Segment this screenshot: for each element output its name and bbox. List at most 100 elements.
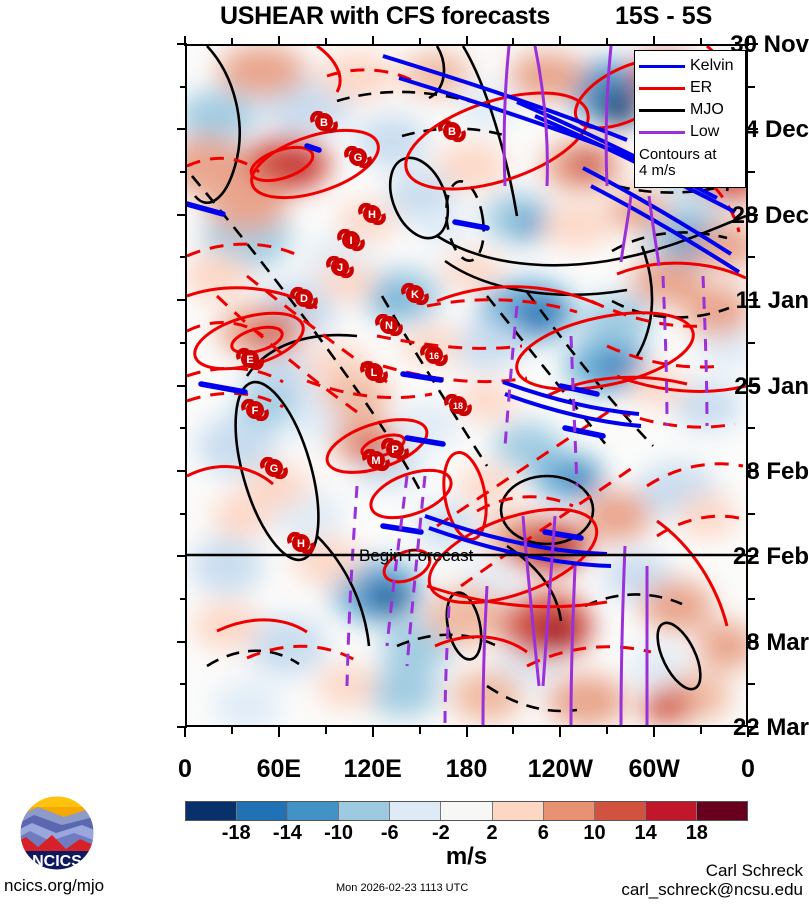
- x-axis-tick-top: [747, 36, 749, 46]
- legend-label-low: Low: [690, 123, 720, 140]
- y-axis-tick: [177, 128, 187, 131]
- x-axis-minor-tick-top: [512, 38, 515, 45]
- y-axis-tick: [177, 555, 187, 558]
- storm-marker: G: [260, 457, 288, 479]
- legend-label-er: ER: [690, 79, 713, 96]
- colorbar-tick-label: -6: [380, 822, 399, 844]
- storm-marker-disc: [265, 459, 283, 477]
- colorbar-swatch: [696, 802, 748, 820]
- kelvin-line-swatch: [639, 64, 685, 68]
- footer-timestamp: Mon 2026-02-23 1113 UTC: [336, 882, 469, 894]
- colorbar-tick-label: 2: [486, 822, 498, 844]
- x-axis-label: 180: [445, 755, 488, 783]
- storm-marker: 18: [444, 394, 472, 416]
- latitude-band-label: 15S - 5S: [615, 2, 713, 30]
- er-line-swatch: [639, 86, 685, 90]
- storm-marker: 16: [420, 344, 448, 366]
- kelvin-segments: [187, 143, 606, 541]
- storm-marker: B: [310, 111, 338, 133]
- storm-marker-arm: [310, 111, 323, 123]
- storm-marker-arm: [326, 256, 339, 268]
- colorbar-tick-label: 6: [537, 822, 549, 844]
- storm-marker: G: [344, 146, 372, 168]
- y-axis-label: 22 Feb: [732, 543, 809, 571]
- storm-marker-arm: [459, 404, 472, 416]
- x-axis-tick-top: [371, 36, 374, 46]
- footer-email[interactable]: carl_schreck@ncsu.edu: [621, 880, 803, 899]
- storm-marker-arm: [438, 120, 451, 132]
- x-axis-tick-top: [653, 36, 656, 46]
- x-axis-minor-tick: [512, 727, 515, 734]
- colorbar-swatch: [186, 802, 238, 820]
- contour-note-line1: Contours at: [639, 146, 717, 163]
- x-axis-minor-tick: [418, 727, 421, 734]
- footer-site[interactable]: ncics.org/mjo: [4, 876, 105, 895]
- y-axis-minor-tick: [180, 256, 187, 259]
- mjo-line-swatch: [639, 108, 685, 112]
- y-axis-tick-right: [748, 299, 758, 302]
- logo-text: NCICS: [32, 853, 82, 870]
- colorbar-swatch: [390, 802, 442, 820]
- x-axis-label: 120W: [527, 755, 593, 783]
- x-axis-tick: [184, 727, 186, 737]
- y-axis-label: 8 Feb: [746, 457, 809, 485]
- y-axis-label: 22 Mar: [732, 714, 809, 741]
- legend-item-low: Low: [639, 121, 745, 143]
- colorbar-swatch: [492, 802, 544, 820]
- colorbar-tick-label: -18: [221, 822, 251, 844]
- storm-marker-arm: [373, 213, 386, 225]
- legend-item-er: ER: [639, 77, 745, 99]
- storm-marker-arm: [325, 121, 338, 133]
- storm-marker-arm: [444, 394, 457, 406]
- colorbar: [185, 801, 748, 821]
- storm-marker: H: [358, 203, 386, 225]
- storm-marker-disc: [365, 363, 383, 381]
- x-axis-tick-top: [184, 36, 186, 46]
- colorbar-tick-label: -10: [324, 822, 353, 844]
- storm-marker: I: [337, 229, 365, 251]
- storm-marker-disc: [425, 346, 443, 364]
- storm-marker-label: K: [411, 289, 419, 301]
- storm-marker-label: B: [448, 126, 456, 138]
- y-axis-minor-tick: [180, 683, 187, 686]
- storm-marker-arm: [435, 354, 448, 366]
- storm-marker-arm: [290, 287, 303, 299]
- y-axis-minor-tick-right: [748, 256, 755, 259]
- storm-marker-disc: [349, 148, 367, 166]
- begin-forecast-label: Begin Forecast: [359, 546, 474, 565]
- storm-marker-label: J: [337, 262, 343, 274]
- x-axis-minor-tick-top: [230, 38, 233, 45]
- storm-marker-label: N: [385, 320, 393, 332]
- y-axis-minor-tick-right: [748, 512, 755, 515]
- y-axis-minor-tick: [180, 341, 187, 344]
- storm-marker: K: [401, 283, 429, 305]
- colorbar-units: m/s: [445, 843, 488, 870]
- x-axis-minor-tick: [230, 727, 233, 734]
- colorbar-tick-label: -14: [272, 822, 302, 844]
- storm-marker-label: 18: [453, 401, 463, 411]
- storm-marker-disc: [386, 440, 404, 458]
- y-axis-minor-tick-right: [748, 597, 755, 600]
- storm-marker-label: B: [320, 117, 328, 129]
- colorbar-tick-label: 18: [685, 822, 708, 844]
- colorbar-tick-label: 14: [634, 822, 657, 844]
- storm-marker-arm: [381, 438, 394, 450]
- y-axis-label: 8 Mar: [746, 628, 809, 656]
- storm-marker-disc: [331, 258, 349, 276]
- storm-marker-layer: B G B H I J D K N E 16 L 18 F PM G H: [236, 111, 472, 554]
- storm-marker-arm: [377, 459, 390, 471]
- storm-marker: E: [236, 348, 264, 370]
- x-axis-tick: [371, 727, 374, 737]
- storm-marker-label: L: [371, 367, 378, 379]
- y-axis-tick-right: [748, 555, 758, 558]
- footer-author: Carl Schreck: [705, 861, 803, 880]
- colorbar-swatch: [288, 802, 340, 820]
- x-axis-tick-top: [465, 36, 468, 46]
- y-axis-tick: [177, 43, 187, 45]
- y-axis-minor-tick: [180, 512, 187, 515]
- storm-marker-arm: [360, 361, 373, 373]
- storm-marker-label: D: [300, 293, 308, 305]
- y-axis-tick: [177, 384, 187, 387]
- y-axis-tick-right: [748, 128, 758, 131]
